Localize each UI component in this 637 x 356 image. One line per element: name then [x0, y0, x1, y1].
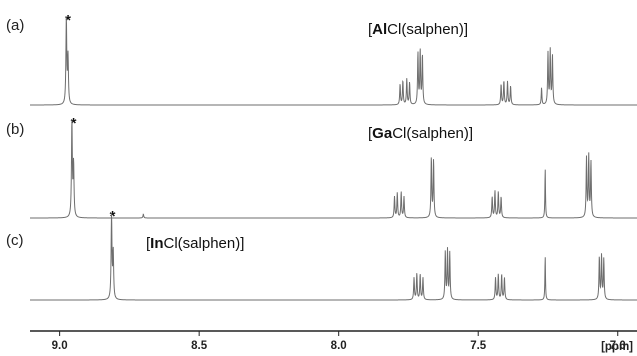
x-tick-label-3: 7.5	[470, 340, 487, 352]
x-tick-label-2: 8.0	[331, 340, 347, 352]
spectrum-b: (b) [GaCl(salphen)] *	[6, 115, 637, 219]
compound-metal-b: Ga	[372, 125, 393, 142]
compound-prefix-a: [	[368, 21, 373, 38]
compound-metal-c: In	[150, 235, 163, 252]
peak-star-c: *	[110, 208, 116, 225]
compound-suffix-c: Cl(salphen)]	[164, 235, 245, 252]
compound-label-b: [GaCl(salphen)]	[368, 125, 473, 142]
spectrum-trace-b	[30, 120, 637, 219]
compound-prefix-c: [	[146, 235, 151, 252]
spectrum-trace-c	[30, 213, 637, 301]
x-axis: 9.0 8.5 8.0 7.5 7.0 [ppm]	[30, 330, 637, 353]
compound-label-a: [AlCl(salphen)]	[368, 21, 468, 38]
panel-label-b: (b)	[6, 121, 24, 138]
compound-suffix-a: Cl(salphen)]	[387, 21, 468, 38]
peak-star-b: *	[71, 115, 77, 132]
spectrum-c: (c) [InCl(salphen)] *	[6, 208, 637, 301]
x-axis-ticks: 9.0 8.5 8.0 7.5 7.0	[52, 331, 626, 352]
panel-label-a: (a)	[6, 17, 24, 34]
x-tick-label-1: 8.5	[191, 340, 208, 352]
spectrum-a: (a) [AlCl(salphen)] *	[6, 12, 637, 106]
peak-star-a: *	[65, 12, 71, 29]
compound-metal-a: Al	[372, 21, 387, 38]
spectrum-trace-a	[30, 17, 637, 106]
compound-prefix-b: [	[368, 125, 373, 142]
x-tick-label-0: 9.0	[52, 340, 68, 352]
compound-suffix-b: Cl(salphen)]	[392, 125, 473, 142]
panel-label-c: (c)	[6, 232, 24, 249]
x-axis-unit-label: [ppm]	[601, 341, 633, 353]
compound-label-c: [InCl(salphen)]	[146, 235, 244, 252]
x-tick-label-4: 7.0	[610, 340, 626, 352]
